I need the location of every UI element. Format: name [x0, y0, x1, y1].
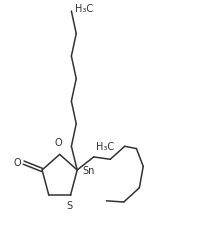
Text: H₃C: H₃C: [75, 4, 93, 14]
Text: O: O: [14, 158, 21, 168]
Text: H₃C: H₃C: [96, 142, 114, 152]
Text: O: O: [55, 138, 62, 149]
Text: Sn: Sn: [82, 166, 94, 176]
Text: S: S: [66, 201, 72, 211]
